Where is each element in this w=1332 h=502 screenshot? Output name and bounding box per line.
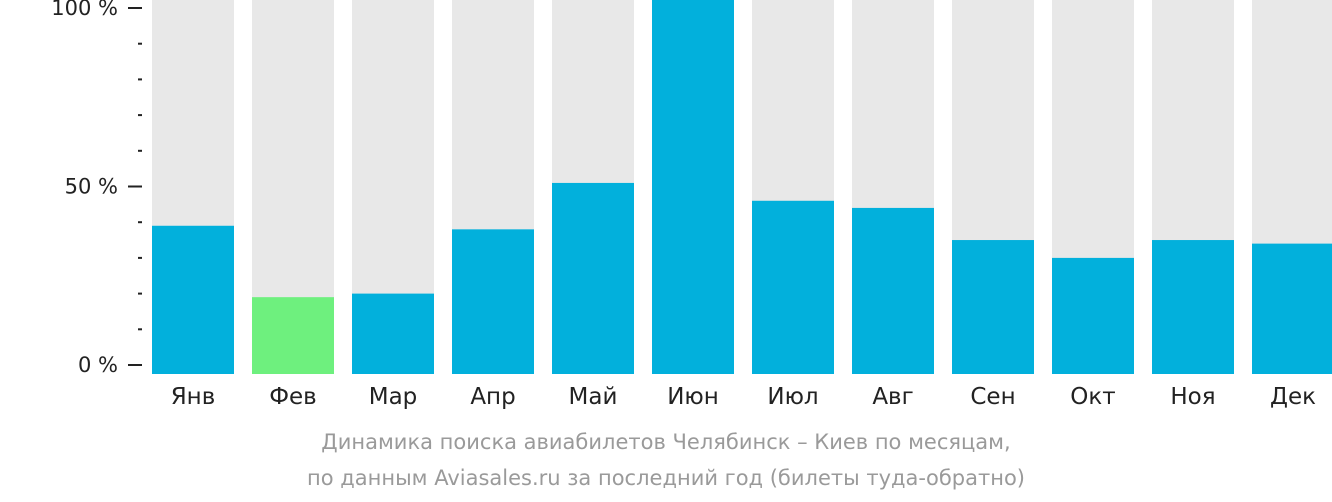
bar-10 [1052,257,1134,374]
bar-4 [452,229,534,374]
bar-6 [652,0,734,374]
bar-8 [852,207,934,374]
x-tick-label: Авг [872,384,913,410]
y-tick-label: 0 % [78,353,118,377]
chart-caption-line-1: Динамика поиска авиабилетов Челябинск – … [321,430,1011,454]
x-tick-label: Июн [667,384,719,410]
bar-chart: 0 % 50 % 100 % Янв Фев Мар Апр Май Июн Июл Авг Сен… [51,0,1332,410]
x-tick-label: Июл [767,384,818,410]
x-tick-label: Дек [1270,384,1316,410]
bar-5 [552,182,634,374]
y-tick-label: 50 % [65,175,118,199]
bar-11 [1152,240,1234,374]
x-axis-labels: Янв Фев Мар Апр Май Июн Июл Авг Сен Окт Ноя Дек [171,384,1316,410]
bar-9 [952,240,1034,374]
bar-2 [252,297,334,374]
x-tick-label: Мар [369,384,418,410]
data-bars [152,0,1332,374]
x-tick-label: Окт [1070,384,1115,410]
x-tick-label: Янв [171,384,216,410]
y-axis: 0 % 50 % 100 % [51,0,142,377]
x-tick-label: Май [569,384,618,410]
x-tick-label: Ноя [1170,384,1215,410]
bar-1 [152,225,234,374]
x-tick-label: Фев [269,384,317,410]
bar-12 [1252,243,1332,374]
chart-caption-line-2: по данным Aviasales.ru за последний год … [307,466,1025,490]
bar-7 [752,200,834,374]
y-tick-label: 100 % [51,0,118,20]
x-tick-label: Апр [470,384,515,410]
bar-3 [352,293,434,374]
x-tick-label: Сен [970,384,1015,410]
